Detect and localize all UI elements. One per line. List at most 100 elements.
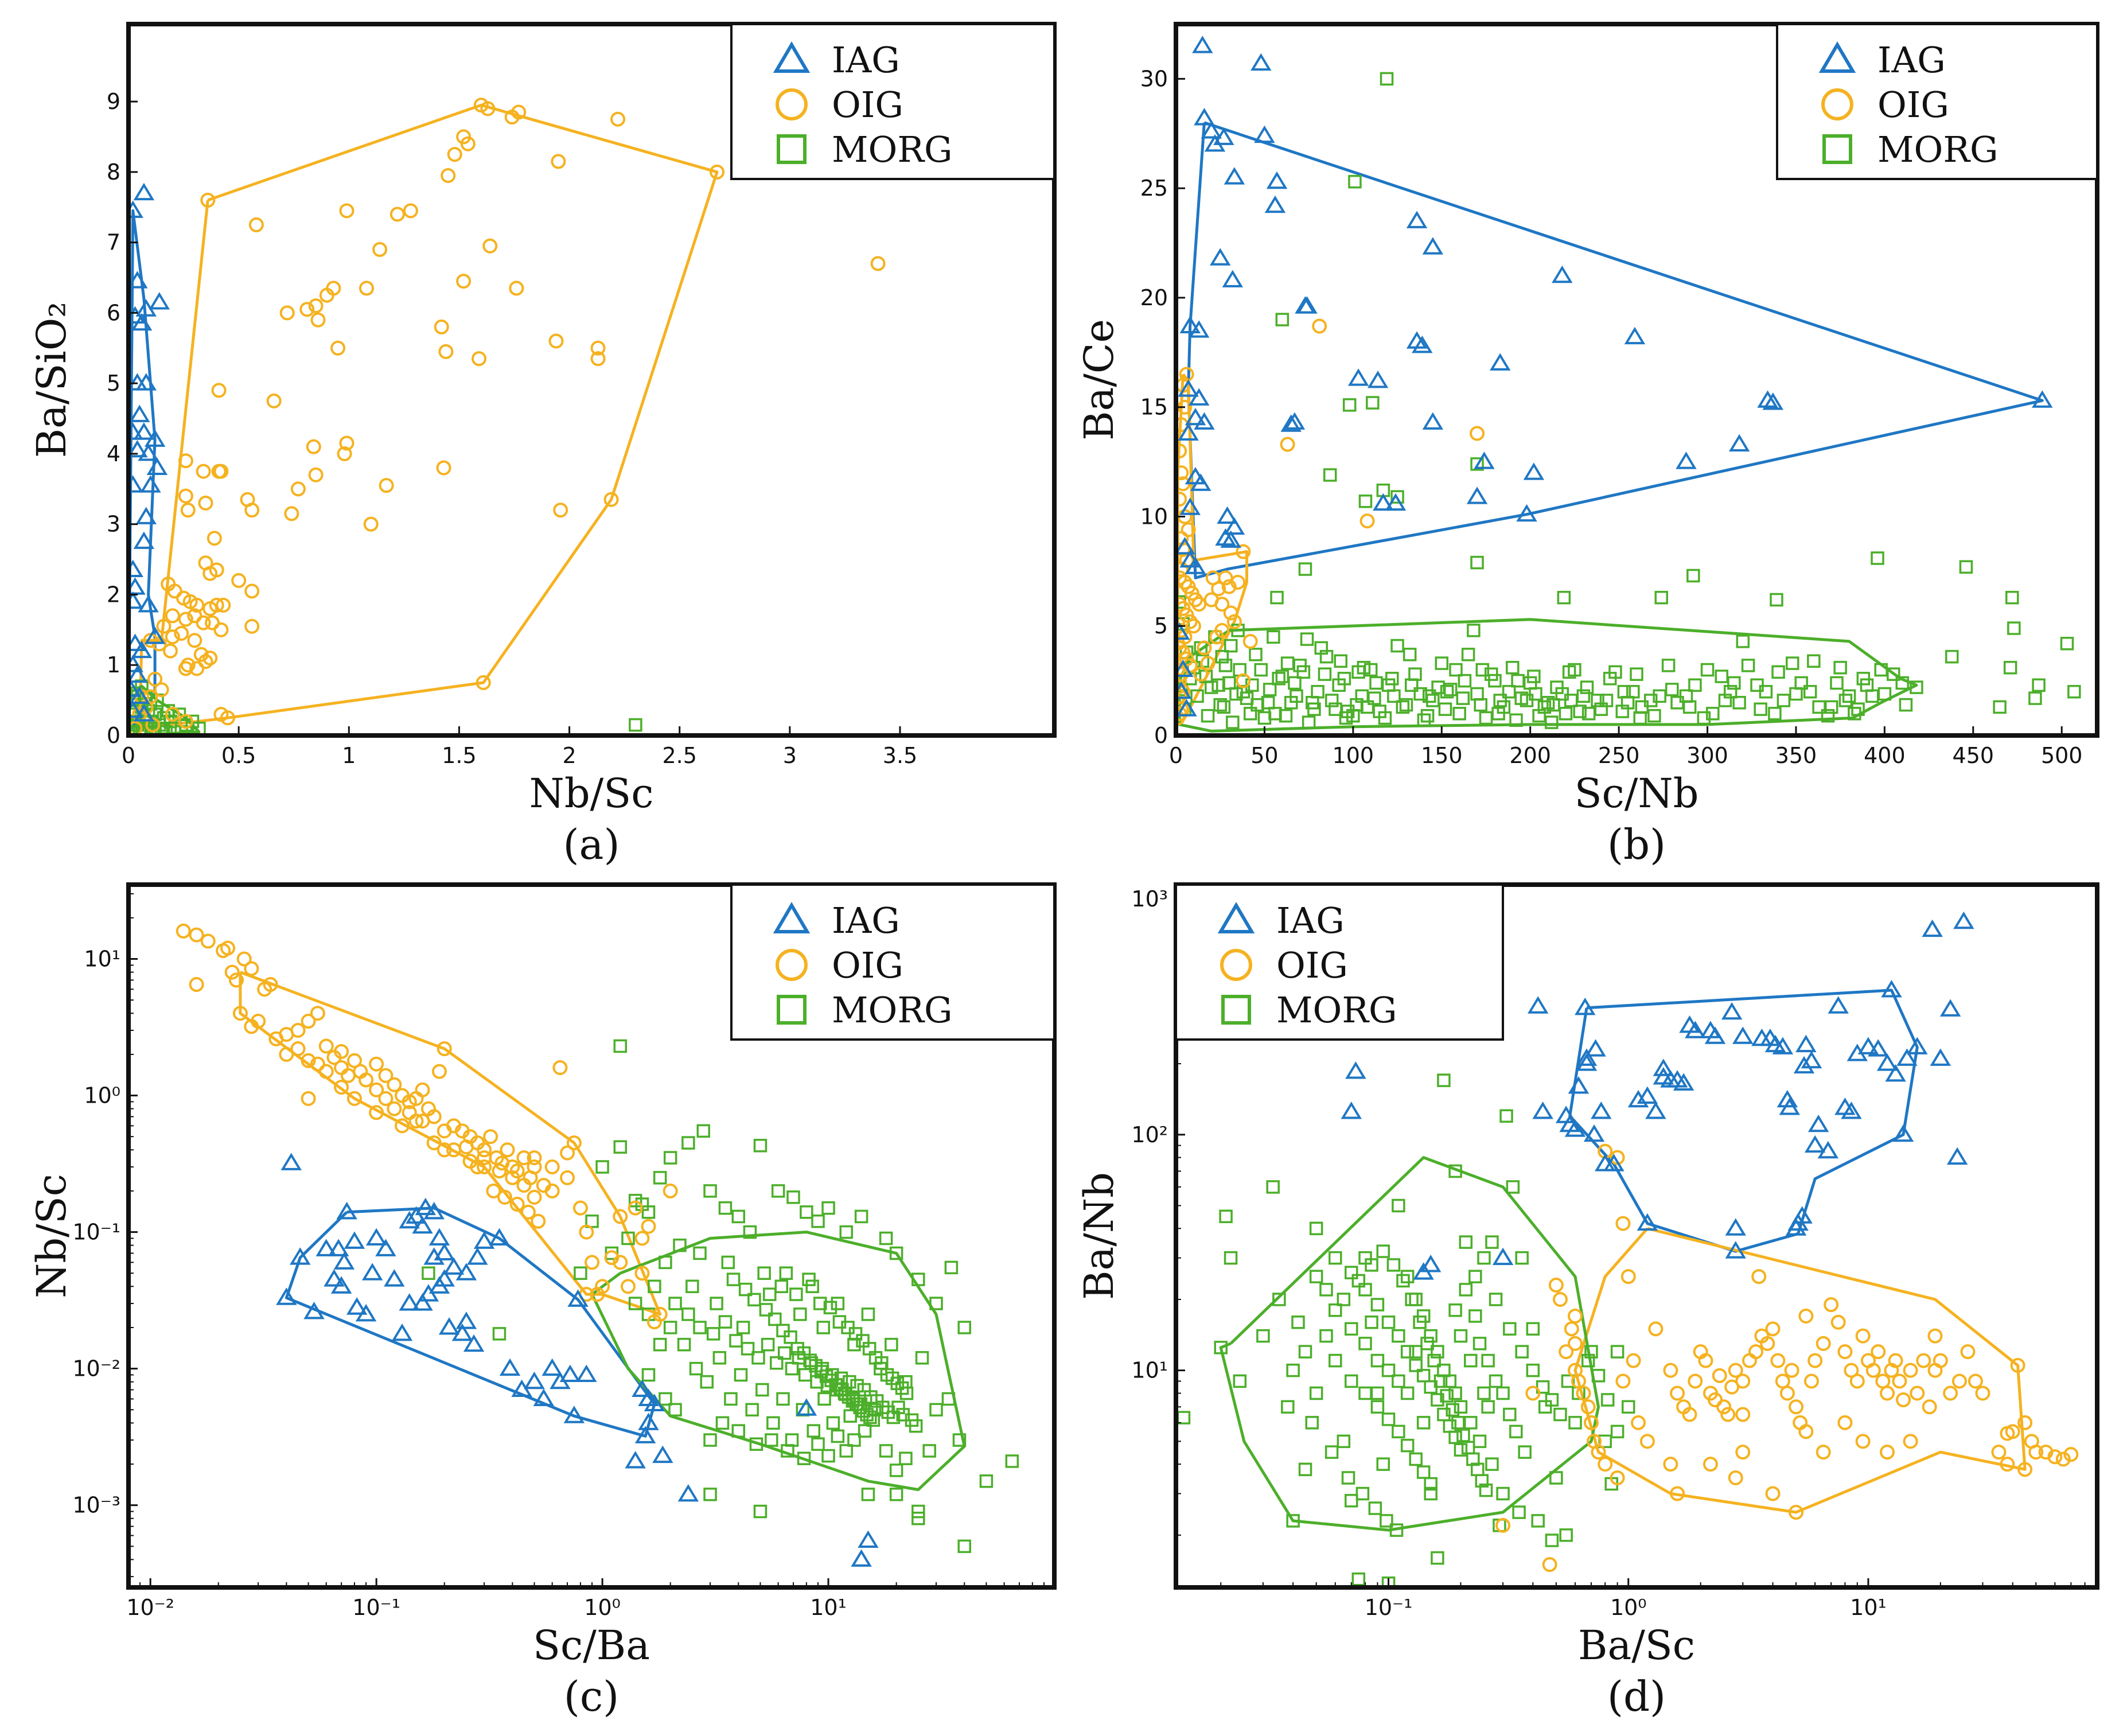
data-point-morg [1452,707,1466,721]
data-point-iag [1576,1048,1598,1066]
data-point-oig [431,1064,447,1079]
data-point-oig [1807,1353,1823,1368]
data-point-iag [533,1388,555,1406]
data-point-iag [1373,493,1394,511]
data-point-morg [1422,689,1436,703]
data-point-morg [816,1321,831,1334]
data-point-morg [1706,707,1720,721]
data-point-iag [399,1293,420,1311]
y-tick-label: 1 [107,652,120,678]
data-point-morg [1481,1353,1495,1368]
data-point-morg [1475,1474,1489,1488]
data-point-morg [858,1424,872,1438]
data-point-iag [1179,316,1201,334]
data-point-oig [216,597,231,613]
data-point-iag [1624,326,1646,345]
data-point-oig [266,393,282,408]
data-point-oig [613,1209,628,1224]
data-point-iag [542,1358,563,1376]
data-point-morg [1481,1400,1495,1414]
data-point-morg [766,1416,780,1430]
data-point-oig [1359,513,1375,529]
data-point-morg [1351,665,1365,679]
data-point-iag [499,1358,521,1376]
data-point-morg [1386,1258,1401,1272]
data-point-morg [1226,715,1240,729]
data-point-morg [1319,1283,1333,1297]
data-point-morg [1224,639,1238,653]
y-tick-label: 10⁻² [72,1356,120,1381]
data-point-morg [1945,649,1959,664]
x-axis-title: Sc/Ba [533,1622,650,1669]
series-iag [276,1153,879,1567]
y-axis-title: Nb/Sc [28,1174,75,1298]
data-point-morg [1420,709,1435,723]
data-point-morg [821,1201,835,1215]
data-point-oig [426,1135,442,1151]
legend-marker-morg [1221,995,1251,1025]
data-point-morg [1475,663,1490,677]
data-point-morg [1580,680,1594,694]
data-point-morg [1472,1434,1487,1449]
data-point-morg [1633,711,1647,725]
data-point-morg [768,1312,782,1326]
data-point-morg [1838,694,1853,707]
data-point-iag [131,313,153,331]
data-point-oig [446,1142,462,1158]
data-point-iag [1406,211,1428,228]
data-point-oig [334,1060,349,1075]
data-point-oig [306,439,321,454]
data-point-morg [847,1337,861,1352]
data-point-morg [1477,1251,1491,1265]
data-point-oig [2000,1426,2015,1441]
x-tick-label: 10¹ [1850,1595,1887,1620]
data-point-morg [1635,700,1649,714]
x-axis-title: Ba/Sc [1578,1622,1695,1669]
plot-area [176,923,1019,1567]
data-point-morg [1416,1416,1431,1430]
data-point-morg [1759,684,1773,699]
data-point-oig [408,1114,424,1129]
data-point-morg [1617,684,1631,699]
data-point-morg [1416,1369,1431,1383]
data-point-oig [1816,1445,1831,1460]
data-point-morg [738,1282,753,1297]
data-point-morg [1527,670,1541,683]
data-point-morg [811,1437,825,1451]
data-point-morg [1302,715,1316,729]
data-point-iag [140,475,161,493]
data-point-morg [574,1266,587,1280]
data-point-morg [1610,1424,1625,1439]
data-point-oig [477,1159,492,1175]
data-point-oig [1525,1385,1541,1401]
data-point-iag [455,1263,477,1280]
data-point-morg [1502,684,1516,699]
data-point-morg [1396,1274,1410,1288]
data-point-iag [1251,53,1272,71]
hull-oig [138,103,719,730]
series-morg [1177,1073,1635,1587]
data-point-oig [205,615,220,630]
hull-oig [1573,1227,2027,1514]
data-point-oig [224,964,240,980]
data-point-iag [1575,997,1596,1015]
data-point-morg [1275,313,1290,326]
data-point-oig [516,1178,532,1193]
data-point-oig [1312,318,1327,334]
data-point-oig [1784,1363,1799,1378]
data-point-morg [1390,490,1404,504]
data-point-morg [1615,704,1630,718]
data-point-oig [290,481,306,497]
series-oig [128,98,886,735]
data-point-oig [1742,1353,1757,1368]
x-tick-label: 50 [1251,743,1278,768]
panel-label: (c) [564,1672,620,1721]
data-point-morg [1732,696,1746,710]
data-point-oig [176,923,191,939]
data-point-oig [505,1170,520,1185]
data-point-iag [412,1216,433,1234]
data-point-morg [741,1342,755,1356]
data-point-morg [1545,1533,1559,1547]
data-point-iag [1892,1124,1914,1142]
